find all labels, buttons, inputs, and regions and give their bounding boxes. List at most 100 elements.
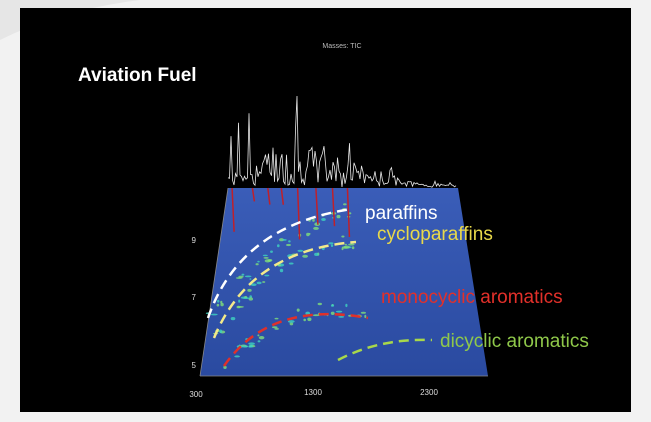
- peak-blob: [264, 259, 271, 263]
- peak-blob: [264, 274, 270, 277]
- peak-blob: [248, 344, 254, 348]
- y-axis: [199, 187, 229, 377]
- peak-blob: [288, 240, 291, 243]
- peak-blob: [271, 326, 278, 329]
- peak-blob: [351, 246, 355, 250]
- y-tick-label: 7: [192, 293, 197, 302]
- trace-label: Masses: TIC: [322, 43, 361, 50]
- peak-blob: [234, 355, 241, 358]
- y-tick-label: 5: [192, 361, 197, 370]
- peak-blob: [335, 310, 343, 313]
- peak-blob: [241, 345, 249, 348]
- peak-blob: [297, 249, 304, 252]
- peak-blob: [307, 317, 312, 322]
- peak-blob: [343, 203, 347, 206]
- peak-spike: [280, 187, 285, 205]
- peak-blob: [360, 311, 366, 314]
- peak-blob: [247, 288, 252, 292]
- annotation: dicyclic aromatics: [440, 331, 589, 352]
- title: Aviation Fuel: [78, 65, 197, 86]
- x-tick-label: 300: [189, 390, 203, 399]
- peak-blob: [317, 302, 322, 306]
- peak-blob: [237, 306, 244, 308]
- peak-blob: [289, 322, 294, 326]
- peak-blob: [341, 235, 345, 238]
- peak-blob: [336, 214, 341, 219]
- peak-blob: [270, 250, 273, 253]
- peak-blob: [344, 243, 347, 246]
- peak-blob: [312, 218, 315, 222]
- peak-blob: [220, 300, 223, 304]
- peak-blob: [241, 273, 245, 276]
- peak-blob: [328, 242, 334, 245]
- peak-blob: [330, 244, 334, 248]
- peak-blob: [287, 320, 295, 323]
- peak-blob: [313, 226, 319, 230]
- 2d-plane: [200, 188, 488, 376]
- peak-blob: [256, 281, 262, 285]
- peak-spike: [315, 187, 319, 225]
- peak-spike: [296, 187, 301, 240]
- x-tick-label: 2300: [420, 388, 438, 397]
- peak-blob: [279, 268, 284, 273]
- annotation: paraffins: [365, 203, 438, 224]
- peak-blob: [296, 308, 300, 312]
- peak-blob: [238, 299, 241, 303]
- peak-blob: [274, 317, 279, 320]
- peak-blob: [257, 340, 261, 343]
- peak-blob: [345, 303, 348, 308]
- peak-blob: [248, 342, 255, 346]
- peak-blob: [217, 299, 220, 303]
- peak-blob: [364, 314, 367, 319]
- peak-blob: [302, 254, 308, 258]
- peak-blob: [338, 316, 345, 318]
- peak-blob: [312, 314, 320, 317]
- peak-blob: [216, 303, 220, 307]
- peak-blob: [210, 313, 218, 316]
- peak-blob: [277, 244, 280, 248]
- peak-spike: [231, 187, 235, 232]
- peak-blob: [262, 254, 268, 257]
- peak-blob: [257, 334, 260, 337]
- peak-blob: [250, 283, 257, 287]
- peak-blob: [219, 329, 223, 334]
- peak-blob: [249, 278, 252, 280]
- peak-blob: [286, 243, 291, 247]
- peak-blob: [263, 257, 269, 259]
- peak-blob: [303, 318, 307, 322]
- paraffins-arc: [206, 207, 353, 319]
- peak-blob: [258, 336, 265, 340]
- peak-spike: [331, 187, 336, 227]
- peak-blob: [255, 263, 259, 266]
- peak-spike: [346, 187, 351, 238]
- peak-blob: [235, 277, 243, 279]
- peak-spike: [267, 187, 271, 205]
- peak-blob: [279, 238, 284, 242]
- peak-blob: [223, 365, 227, 369]
- monocyclic-arc: [222, 312, 369, 367]
- peak-blob: [262, 281, 266, 283]
- peak-blob: [274, 328, 280, 330]
- peak-blob: [314, 252, 319, 256]
- peak-blob: [343, 245, 350, 249]
- peak-blob: [282, 239, 287, 241]
- peak-blob: [244, 275, 252, 278]
- peak-blob: [348, 243, 355, 246]
- peak-blob: [243, 297, 251, 300]
- peak-blob: [220, 302, 224, 307]
- peak-spike: [251, 187, 256, 202]
- peak-blob: [249, 295, 252, 299]
- peak-blob: [330, 311, 335, 315]
- peak-blob: [308, 233, 311, 235]
- cycloparaffins-arc: [212, 240, 357, 339]
- peak-blob: [288, 262, 294, 265]
- annotation: monocyclic aromatics: [381, 287, 563, 308]
- peak-blob: [330, 304, 335, 307]
- x-tick-label: 1300: [304, 388, 322, 397]
- dicyclic-arc: [337, 338, 433, 362]
- annotation: cycloparaffins: [377, 224, 493, 245]
- peak-blob: [230, 317, 236, 321]
- peak-blob: [321, 218, 326, 221]
